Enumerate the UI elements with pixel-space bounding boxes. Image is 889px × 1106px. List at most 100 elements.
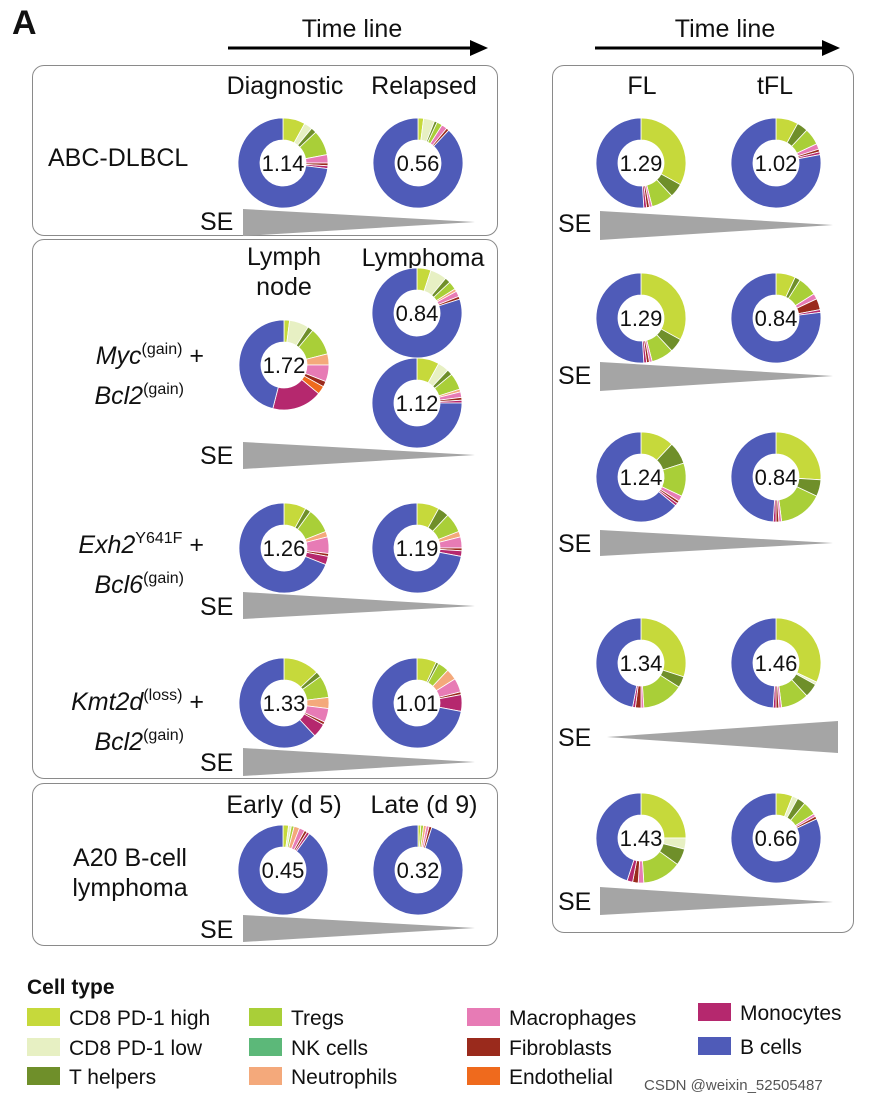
donut-value-label: 0.84 xyxy=(396,301,439,326)
donut-tfl-5: 0.66 xyxy=(730,792,822,884)
gene-bcl2-mod: (gain) xyxy=(143,381,184,398)
donut-hole xyxy=(260,847,306,893)
plus-sign: + xyxy=(189,688,204,716)
donut-kmt-2: 1.01 xyxy=(371,657,463,749)
se-label: SE xyxy=(558,210,592,238)
legend-swatch xyxy=(249,1038,282,1057)
donut-tfl-4: 1.46 xyxy=(730,617,822,709)
gene-exh2: Exh2 xyxy=(78,531,136,559)
se-label: SE xyxy=(200,749,234,777)
col-header-late: Late (d 9) xyxy=(370,791,478,819)
legend-label: Macrophages xyxy=(509,1007,637,1030)
se-label: SE xyxy=(200,442,234,470)
donut-value-label: 0.32 xyxy=(397,858,440,883)
legend-swatch xyxy=(249,1067,282,1086)
legend-swatch xyxy=(467,1067,500,1086)
donut-value-label: 1.24 xyxy=(620,465,663,490)
legend-item-cd8-pd1-low: CD8 PD-1 low xyxy=(27,1038,202,1060)
timeline-label-left: Time line xyxy=(301,15,403,43)
donut-kmt-1: 1.33 xyxy=(238,657,330,749)
legend-swatch xyxy=(27,1008,60,1027)
donut-hole xyxy=(394,380,440,426)
legend-label: Neutrophils xyxy=(291,1066,398,1089)
donut-hole xyxy=(618,454,664,500)
se-wedge xyxy=(243,748,475,776)
donut-fl-5: 1.43 xyxy=(595,792,687,884)
donut-hole xyxy=(753,815,799,861)
gene-bcl2: Bcl2 xyxy=(94,728,144,756)
legend-label: B cells xyxy=(740,1036,802,1059)
se-wedge xyxy=(600,530,833,556)
legend-swatch xyxy=(27,1038,60,1057)
legend-swatch xyxy=(249,1008,282,1027)
legend-item-tregs: Tregs xyxy=(249,1008,344,1030)
legend-label: CD8 PD-1 low xyxy=(69,1037,203,1060)
row-label-a20: A20 B-cell lymphoma xyxy=(72,843,187,903)
legend-label: CD8 PD-1 high xyxy=(69,1007,211,1030)
se-label: SE xyxy=(558,888,592,916)
donut-value-label: 0.84 xyxy=(755,465,798,490)
row-label-a20-line1: A20 B-cell xyxy=(73,844,187,872)
legend-item-cd8-pd1-high: CD8 PD-1 high xyxy=(27,1008,210,1030)
se-label: SE xyxy=(558,530,592,558)
se-wedge xyxy=(243,209,475,236)
donut-hole xyxy=(394,680,440,726)
gene-myc: Myc xyxy=(95,342,142,370)
gene-exh2-mod: Y641F xyxy=(135,530,183,547)
legend-label: Tregs xyxy=(291,1007,344,1030)
donut-value-label: 1.33 xyxy=(263,691,306,716)
donut-hole xyxy=(261,525,307,571)
donut-hole xyxy=(394,290,440,336)
col-header-diagnostic: Diagnostic xyxy=(226,72,344,100)
donut-tfl-2: 0.84 xyxy=(730,272,822,364)
se-wedge xyxy=(600,362,833,391)
watermark: CSDN @weixin_52505487 xyxy=(644,1077,823,1094)
donut-hole xyxy=(618,640,664,686)
donut-value-label: 1.34 xyxy=(620,651,663,676)
col-header-fl: FL xyxy=(627,72,657,100)
legend-swatch xyxy=(698,1037,731,1056)
col-header-lymph-node-line2: node xyxy=(256,273,312,301)
donut-abc-diag: 1.14 xyxy=(237,117,329,209)
legend-swatch xyxy=(27,1067,60,1086)
donut-myc-ln: 1.72 xyxy=(238,319,330,411)
donut-a20-late: 0.32 xyxy=(372,824,464,916)
col-header-tfl: tFL xyxy=(756,72,794,100)
legend-item-macrophages: Macrophages xyxy=(467,1008,636,1030)
donut-hole xyxy=(261,680,307,726)
donut-exh2-2: 1.19 xyxy=(371,502,463,594)
gene-bcl6: Bcl6 xyxy=(94,571,144,599)
legend-item-b-cells: B cells xyxy=(698,1037,802,1059)
donut-value-label: 1.26 xyxy=(263,536,306,561)
donut-value-label: 1.01 xyxy=(396,691,439,716)
donut-fl-4: 1.34 xyxy=(595,617,687,709)
donut-value-label: 1.29 xyxy=(620,151,663,176)
legend-item-neutrophils: Neutrophils xyxy=(249,1067,397,1089)
timeline-arrow-right xyxy=(595,40,840,56)
donut-value-label: 1.12 xyxy=(396,391,439,416)
row-label-abc-dlbcl: ABC-DLBCL xyxy=(48,144,189,172)
legend-label: NK cells xyxy=(291,1037,369,1060)
gene-bcl6-mod: (gain) xyxy=(143,570,184,587)
se-label: SE xyxy=(558,362,592,390)
col-header-lymph-node: Lymph node xyxy=(247,242,321,302)
col-header-early: Early (d 5) xyxy=(226,791,342,819)
gene-bcl2-mod: (gain) xyxy=(143,727,184,744)
legend-swatch xyxy=(467,1008,500,1027)
se-wedge xyxy=(243,442,475,469)
se-wedge xyxy=(243,592,475,619)
legend-label: Monocytes xyxy=(740,1002,842,1025)
legend-title: Cell type xyxy=(27,976,115,999)
donut-myc-ly2: 1.12 xyxy=(371,357,463,449)
donut-tfl-1: 1.02 xyxy=(730,117,822,209)
se-label: SE xyxy=(558,724,592,752)
donut-hole xyxy=(394,525,440,571)
donut-value-label: 1.43 xyxy=(620,826,663,851)
legend-item-monocytes: Monocytes xyxy=(698,1003,842,1025)
row-label-myc-bcl2: Myc(gain) + Bcl2(gain) xyxy=(94,333,204,413)
donut-hole xyxy=(395,140,441,186)
col-header-relapsed: Relapsed xyxy=(371,72,477,100)
donut-value-label: 0.66 xyxy=(755,826,798,851)
donut-fl-1: 1.29 xyxy=(595,117,687,209)
